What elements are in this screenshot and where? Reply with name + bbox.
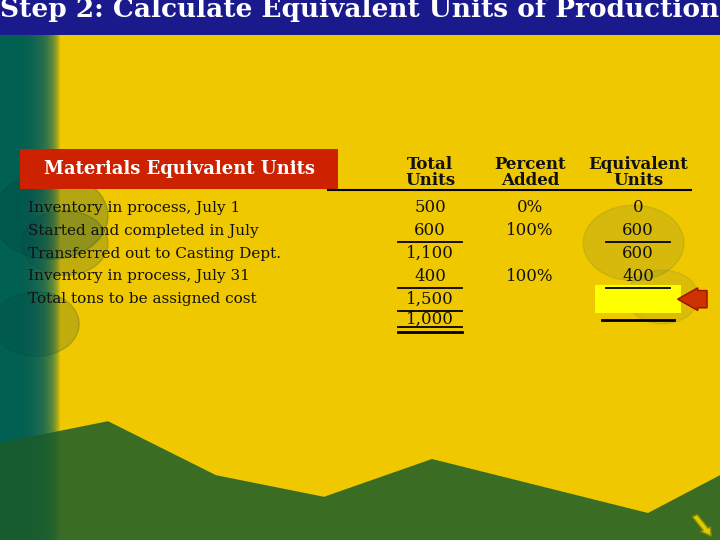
Bar <box>0 0 16 540</box>
Circle shape <box>22 211 108 275</box>
Bar <box>0 0 34 540</box>
Bar <box>0 0 51 540</box>
FancyArrow shape <box>678 288 707 310</box>
Bar <box>0 0 19 540</box>
Bar <box>0 0 58 540</box>
Bar <box>0 0 25 540</box>
Text: Total: Total <box>407 156 453 173</box>
Bar <box>0 0 13 540</box>
Bar <box>0 0 4 540</box>
Bar <box>0 0 14 540</box>
Bar <box>0 0 8 540</box>
Text: 1,100: 1,100 <box>406 245 454 262</box>
Bar <box>0 0 36 540</box>
Text: 600: 600 <box>414 222 446 239</box>
Bar <box>0 0 43 540</box>
Bar <box>0 0 24 540</box>
Bar <box>0 0 49 540</box>
Bar <box>0 0 3 540</box>
Bar <box>0 0 41 540</box>
Bar <box>0 0 720 35</box>
Bar <box>0 0 53 540</box>
Text: Total tons to be assigned cost: Total tons to be assigned cost <box>28 292 256 306</box>
Circle shape <box>0 292 79 356</box>
Bar <box>0 0 40 540</box>
Bar <box>0 0 59 540</box>
Circle shape <box>0 173 108 259</box>
Bar <box>0 0 45 540</box>
Bar <box>0 0 30 540</box>
Circle shape <box>583 205 684 281</box>
Text: Equivalent: Equivalent <box>588 156 688 173</box>
Bar <box>0 0 48 540</box>
Bar <box>0 0 32 540</box>
Text: Started and completed in July: Started and completed in July <box>28 224 258 238</box>
Text: 0: 0 <box>633 199 643 217</box>
Bar <box>0 0 18 540</box>
Bar <box>0 0 29 540</box>
Bar <box>0 0 38 540</box>
PathPatch shape <box>0 421 720 540</box>
Text: 1,000: 1,000 <box>406 311 454 328</box>
Text: Materials Equivalent Units: Materials Equivalent Units <box>44 160 315 178</box>
Bar <box>0 0 37 540</box>
Bar <box>595 285 681 313</box>
Bar <box>0 0 55 540</box>
Bar <box>0 0 56 540</box>
Bar <box>0 0 42 540</box>
Text: 500: 500 <box>414 199 446 217</box>
Bar <box>0 0 46 540</box>
FancyArrow shape <box>693 515 711 536</box>
Bar <box>0 0 21 540</box>
Bar <box>0 0 10 540</box>
Text: 0%: 0% <box>517 199 543 217</box>
Text: 600: 600 <box>622 245 654 262</box>
Text: Step 2: Calculate Equivalent Units of Production: Step 2: Calculate Equivalent Units of Pr… <box>1 0 719 23</box>
Bar <box>0 0 5 540</box>
Bar <box>0 0 23 540</box>
Bar <box>0 0 35 540</box>
Text: 600: 600 <box>622 222 654 239</box>
Bar <box>0 0 7 540</box>
Bar <box>0 0 39 540</box>
Bar <box>0 0 22 540</box>
Text: Transferred out to Casting Dept.: Transferred out to Casting Dept. <box>28 247 281 261</box>
Text: 1,500: 1,500 <box>406 291 454 308</box>
Bar <box>20 148 338 189</box>
Bar <box>0 0 15 540</box>
Bar <box>0 0 17 540</box>
Bar <box>0 0 6 540</box>
Bar <box>0 0 60 540</box>
Bar <box>0 0 28 540</box>
Text: Units: Units <box>613 172 663 190</box>
Bar <box>0 0 50 540</box>
Bar <box>0 0 27 540</box>
Bar <box>0 0 20 540</box>
Text: Inventory in process, July 1: Inventory in process, July 1 <box>28 201 240 215</box>
Bar <box>0 0 1 540</box>
Bar <box>0 0 12 540</box>
Bar <box>0 0 31 540</box>
Text: Added: Added <box>501 172 559 190</box>
Bar <box>0 0 26 540</box>
Text: 400: 400 <box>414 268 446 285</box>
Bar <box>0 0 2 540</box>
Text: 100%: 100% <box>506 222 554 239</box>
Bar <box>0 0 11 540</box>
Circle shape <box>626 270 698 324</box>
Text: Units: Units <box>405 172 455 190</box>
Bar <box>0 0 47 540</box>
Bar <box>0 0 57 540</box>
Text: Inventory in process, July 31: Inventory in process, July 31 <box>28 269 250 284</box>
Bar <box>0 0 44 540</box>
Text: 100%: 100% <box>506 268 554 285</box>
Bar <box>0 0 33 540</box>
Bar <box>0 0 52 540</box>
Text: Percent: Percent <box>494 156 566 173</box>
Bar <box>0 0 54 540</box>
Text: 400: 400 <box>622 268 654 285</box>
Bar <box>0 0 9 540</box>
